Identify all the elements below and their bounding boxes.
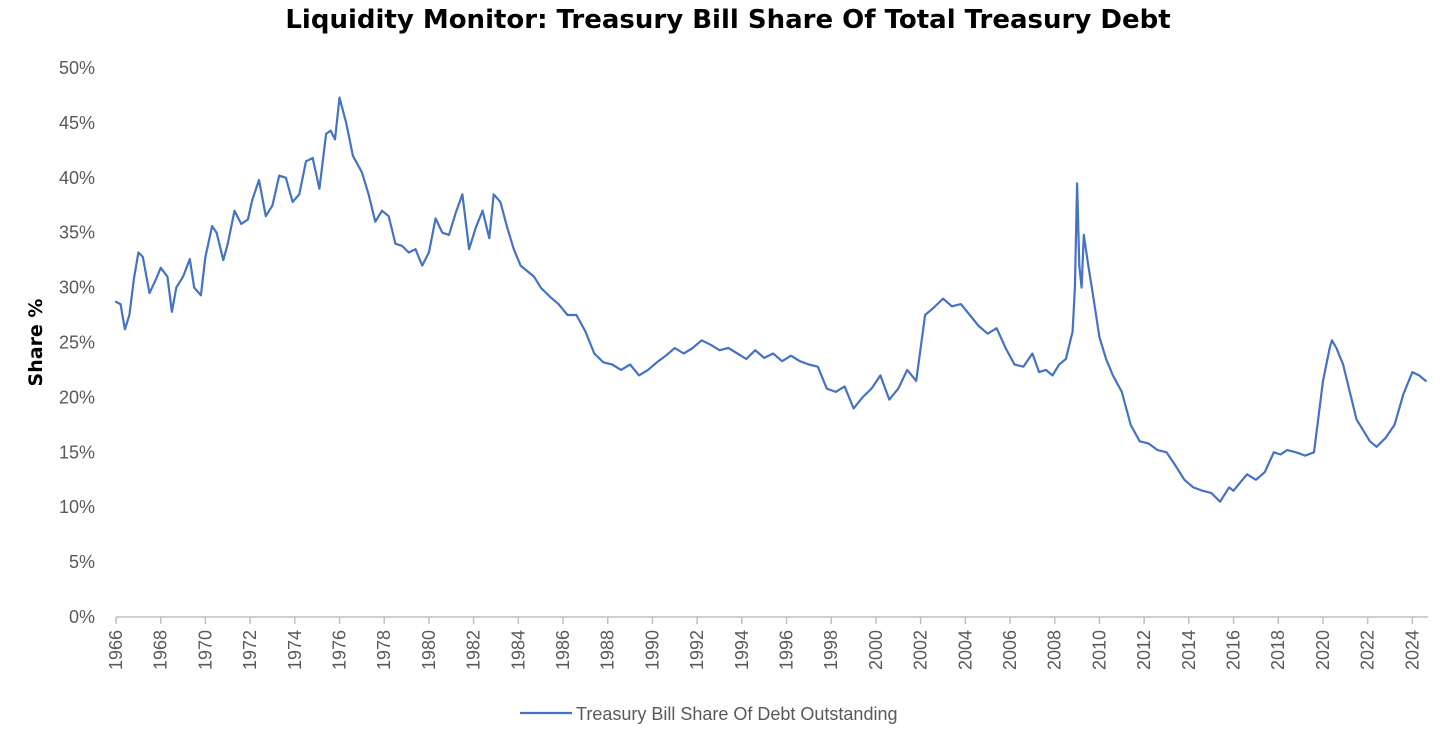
series-group [114,96,1427,503]
y-axis-ticks: 0% 5% 10% 15% 20% 25% 30% 35% 40% 45% 50% [59,58,95,627]
y-tick-label: 5% [69,552,95,572]
x-tick-label: 2024 [1402,630,1422,670]
x-tick-label: 1982 [464,630,484,670]
y-tick-label: 45% [59,113,95,133]
y-tick-label: 20% [59,387,95,407]
y-tick-label: 15% [59,442,95,462]
x-tick-label: 1990 [642,630,662,670]
x-tick-label: 2020 [1313,630,1333,670]
y-axis-title: Share % [25,299,47,387]
x-tick-label: 1972 [240,630,260,670]
x-tick-label: 1998 [821,630,841,670]
y-tick-label: 0% [69,607,95,627]
y-tick-label: 10% [59,497,95,517]
x-tick-label: 1988 [598,630,618,670]
x-tick-label: 1976 [330,630,350,670]
x-tick-label: 2018 [1268,630,1288,670]
x-tick-label: 2016 [1224,630,1244,670]
x-tick-label: 2006 [1000,630,1020,670]
x-tick-label: 2004 [955,630,975,670]
x-tick-label: 1996 [777,630,797,670]
x-tick-label: 1992 [687,630,707,670]
x-tick-label: 2010 [1089,630,1109,670]
x-tick-label: 2008 [1045,630,1065,670]
x-tick-label: 1970 [195,630,215,670]
y-tick-label: 50% [59,58,95,78]
x-tick-label: 1980 [419,630,439,670]
x-tick-label: 2014 [1179,630,1199,670]
legend-label: Treasury Bill Share Of Debt Outstanding [576,704,897,724]
x-tick-label: 1994 [732,630,752,670]
chart-title: Liquidity Monitor: Treasury Bill Share O… [285,5,1171,35]
y-tick-label: 40% [59,168,95,188]
legend: Treasury Bill Share Of Debt Outstanding [520,704,897,724]
x-tick-label: 1984 [508,630,528,670]
x-tick-label: 1978 [374,630,394,670]
x-tick-label: 1986 [553,630,573,670]
x-tick-label: 1968 [151,630,171,670]
y-tick-label: 30% [59,278,95,298]
x-tick-label: 1974 [285,630,305,670]
x-tick-label: 1966 [106,630,126,670]
x-tick-label: 2000 [866,630,886,670]
x-axis: 1966 1968 1970 1972 1974 1976 1978 1980 1982 1984… [106,616,1428,670]
x-tick-label: 2022 [1358,630,1378,670]
x-tick-label: 2012 [1134,630,1154,670]
x-tick-label: 2002 [911,630,931,670]
y-tick-label: 25% [59,333,95,353]
series-line [114,96,1427,503]
y-tick-label: 35% [59,223,95,243]
